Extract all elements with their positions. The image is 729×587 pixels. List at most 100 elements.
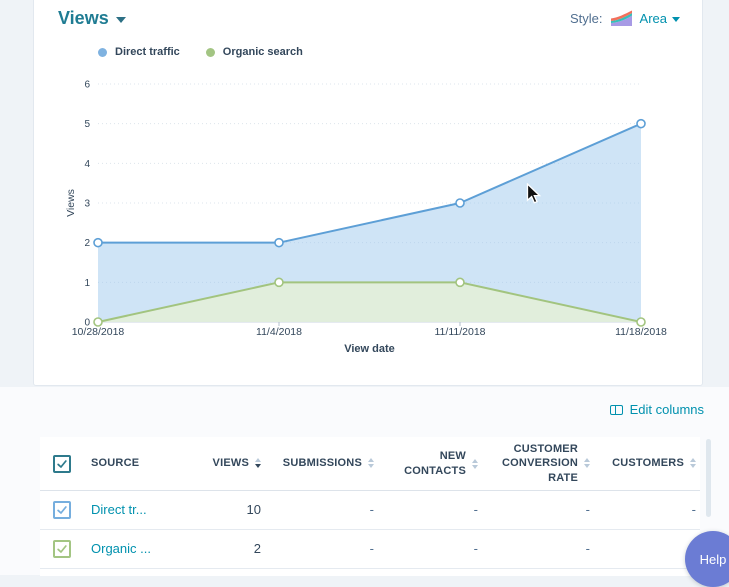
chevron-down-icon (672, 17, 680, 22)
table-cell: - (378, 541, 482, 558)
line-direct-traffic (98, 122, 642, 244)
table-cell: Organic ... (85, 541, 200, 558)
data-point (93, 317, 103, 327)
column-header-label: CUSTOMERS (612, 457, 684, 470)
y-tick-label: 6 (84, 80, 90, 91)
sort-down-icon (472, 464, 478, 469)
cell-value: - (473, 501, 478, 517)
data-point (636, 118, 646, 129)
x-axis-title: View date (344, 343, 395, 355)
report-title-dropdown[interactable]: Views (58, 8, 126, 29)
check-icon (57, 545, 67, 553)
table-body: Direct tr...10----Organic ...2---- (40, 491, 700, 569)
cell-value: - (691, 501, 696, 517)
x-tick-label: 10/28/2018 (72, 326, 125, 338)
legend-swatch-icon (205, 47, 215, 57)
table-cell: - (482, 541, 594, 558)
style-selector: Style: Area (570, 10, 680, 27)
sort-toggle-icon[interactable] (690, 458, 696, 469)
table-scrollbar[interactable] (706, 439, 711, 517)
data-point (274, 237, 284, 248)
cell-value: - (369, 540, 374, 556)
header-checkbox-cell (40, 454, 85, 473)
column-header-customers[interactable]: CUSTOMERS (594, 456, 700, 470)
row-checkbox-cell (40, 540, 85, 558)
y-tick-label: 3 (84, 199, 90, 210)
table-section: Edit columns SOURCE VIEWS SUBMISSIONS NEW C… (0, 387, 729, 576)
legend-item[interactable]: Organic search (205, 46, 303, 58)
x-tick-label: 11/11/2018 (435, 326, 486, 338)
check-icon (57, 506, 67, 514)
cell-value: - (585, 501, 590, 517)
cell-value: - (473, 540, 478, 556)
area-fill-organic-search (98, 282, 641, 322)
data-point (93, 237, 103, 248)
row-checkbox-cell (40, 501, 85, 519)
sort-down-icon (368, 464, 374, 469)
style-value-dropdown[interactable]: Area (640, 11, 680, 26)
columns-icon (609, 404, 623, 415)
column-header-new-contacts[interactable]: NEW CONTACTS (378, 449, 482, 478)
table-cell: - (482, 502, 594, 519)
sort-up-icon (368, 458, 374, 463)
table-row: Direct tr... 10 - - - - (40, 491, 700, 530)
sort-down-icon (690, 464, 696, 469)
legend-item[interactable]: Direct traffic (98, 46, 180, 58)
area-chart: 0 1 2 3 4 5 6 10/28/2018 11/4/2018 11/11/2018 11/1… (65, 80, 667, 356)
cell-value: - (369, 501, 374, 517)
source-link[interactable]: Organic ... (91, 540, 151, 556)
help-label: Help (699, 551, 727, 567)
cell-value: - (585, 540, 590, 556)
table-cell: - (594, 541, 700, 558)
x-tick-label: 11/4/2018 (256, 326, 302, 338)
table-cell: - (265, 541, 378, 558)
column-header-label: NEW CONTACTS (404, 450, 466, 477)
sort-toggle-icon[interactable] (584, 458, 590, 469)
style-value: Area (639, 11, 667, 26)
sort-up-icon (690, 458, 696, 463)
sort-up-icon (584, 458, 590, 463)
row-checkbox[interactable] (53, 501, 71, 519)
table-row: Organic ...2---- (40, 530, 700, 569)
sort-down-icon (255, 464, 261, 469)
y-tick-label: 5 (84, 119, 90, 130)
help-button[interactable]: Help (685, 531, 729, 587)
column-header-label: SUBMISSIONS (282, 457, 362, 470)
column-header-submissions[interactable]: SUBMISSIONS (265, 456, 378, 470)
table-header-row: SOURCE VIEWS SUBMISSIONS NEW CONTACTS CUSTOM… (40, 437, 700, 491)
sort-toggle-icon[interactable] (368, 458, 374, 469)
cell-value: 10 (246, 501, 261, 517)
cell-value: 2 (253, 540, 261, 556)
edit-columns-label: Edit columns (629, 402, 704, 417)
y-tick-label: 0 (84, 318, 90, 329)
report-header: Views Style: Area (58, 8, 680, 29)
column-header-views[interactable]: VIEWS (200, 456, 265, 470)
data-point (636, 317, 646, 327)
chart-legend: Direct traffic Organic search (98, 46, 303, 58)
sort-toggle-icon[interactable] (472, 458, 478, 469)
table-cell: - (265, 502, 378, 519)
sort-toggle-icon[interactable] (255, 458, 261, 469)
y-tick-label: 1 (84, 278, 90, 289)
source-link[interactable]: Direct tr... (91, 501, 147, 517)
table-cell: - (378, 502, 482, 519)
column-header-label: SOURCE (91, 457, 140, 470)
table-cell: 2 (200, 541, 265, 558)
select-all-checkbox[interactable] (53, 454, 71, 473)
column-header-customer-conversion-rate[interactable]: CUSTOMER CONVERSION RATE (482, 442, 594, 485)
table-cell: 10 (200, 502, 265, 519)
check-icon (57, 459, 67, 468)
edit-columns-button[interactable]: Edit columns (609, 402, 704, 417)
legend-label: Direct traffic (115, 46, 180, 58)
y-tick-label: 2 (84, 238, 90, 249)
table-cell: - (594, 502, 700, 519)
x-tick-label: 11/18/2018 (615, 326, 667, 338)
column-header-label: CUSTOMER CONVERSION RATE (502, 443, 578, 484)
y-axis-title: Views (65, 189, 77, 217)
sources-table: SOURCE VIEWS SUBMISSIONS NEW CONTACTS CUSTOM… (40, 437, 711, 576)
report-card: 0 1 2 3 4 5 6 10/28/2018 11/4/2018 11/11/2018 11/1… (33, 0, 703, 386)
report-title: Views (58, 8, 109, 28)
column-header-label: VIEWS (212, 457, 249, 470)
row-checkbox[interactable] (53, 540, 71, 558)
style-label: Style: (570, 11, 603, 26)
